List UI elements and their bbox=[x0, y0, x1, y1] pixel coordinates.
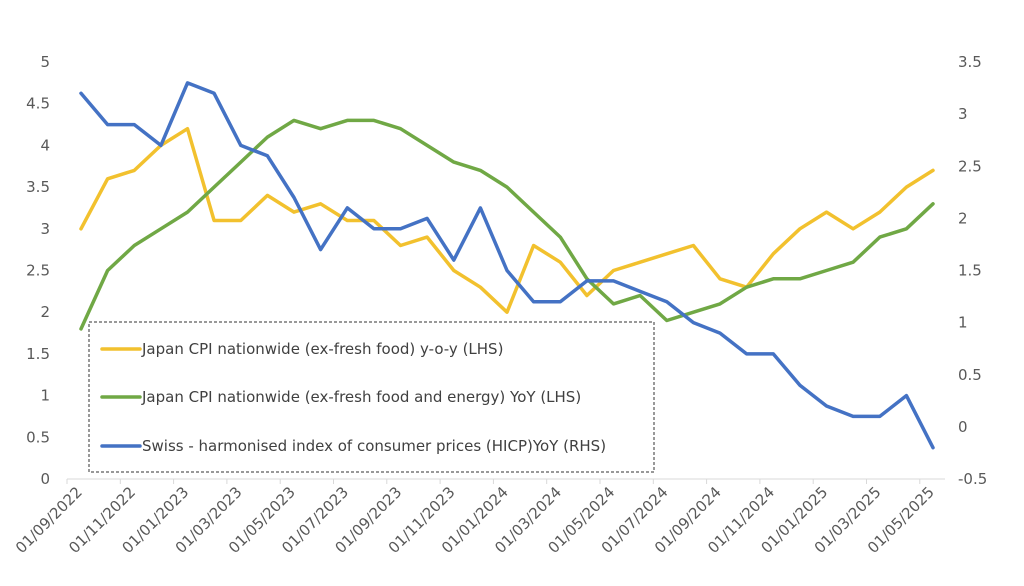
right-y-axis: -0.5 0 0.5 1 1.5 2 2.5 3 3.5 bbox=[958, 53, 987, 488]
legend-label-japan-cpi: Japan CPI nationwide (ex-fresh food) y-o… bbox=[141, 340, 503, 358]
legend-label-japan-core-cpi: Japan CPI nationwide (ex-fresh food and … bbox=[141, 388, 581, 406]
series-layer bbox=[79, 81, 935, 450]
left-y-tick-label: 2.5 bbox=[26, 262, 50, 280]
left-y-tick-label: 2 bbox=[40, 303, 50, 321]
legend: Japan CPI nationwide (ex-fresh food) y-o… bbox=[88, 321, 655, 473]
left-y-tick-label: 1.5 bbox=[26, 345, 50, 363]
left-y-tick-label: 5 bbox=[40, 53, 50, 71]
legend-border bbox=[88, 321, 655, 473]
x-axis: 01/09/202201/11/202201/01/202301/03/2023… bbox=[12, 478, 945, 557]
legend-label-swiss-hicp: Swiss - harmonised index of consumer pri… bbox=[142, 437, 606, 455]
left-y-tick-label: 1 bbox=[40, 387, 50, 405]
left-y-tick-label: 4.5 bbox=[26, 95, 50, 113]
right-y-tick-label: 2.5 bbox=[958, 157, 982, 175]
right-y-tick-label: 2 bbox=[958, 209, 968, 227]
left-y-tick-label: 3 bbox=[40, 220, 50, 238]
left-y-tick-label: 0 bbox=[40, 470, 50, 488]
series-line-japan-core-cpi bbox=[79, 118, 935, 331]
right-y-tick-label: 1 bbox=[958, 314, 968, 332]
right-y-tick-label: 3.5 bbox=[958, 53, 982, 71]
series-line-japan-cpi bbox=[79, 126, 935, 314]
left-y-tick-label: 0.5 bbox=[26, 428, 50, 446]
right-y-tick-label: 0 bbox=[958, 418, 968, 436]
left-y-axis: 0 0.5 1 1.5 2 2.5 3 3.5 4 4.5 5 bbox=[26, 53, 50, 488]
left-y-tick-label: 3.5 bbox=[26, 178, 50, 196]
left-y-tick-label: 4 bbox=[40, 136, 50, 154]
right-y-tick-label: 3 bbox=[958, 105, 968, 123]
series-line-swiss-hicp bbox=[79, 81, 935, 450]
right-y-tick-label: 0.5 bbox=[958, 366, 982, 384]
right-y-tick-label: 1.5 bbox=[958, 262, 982, 280]
right-y-tick-label: -0.5 bbox=[958, 470, 987, 488]
